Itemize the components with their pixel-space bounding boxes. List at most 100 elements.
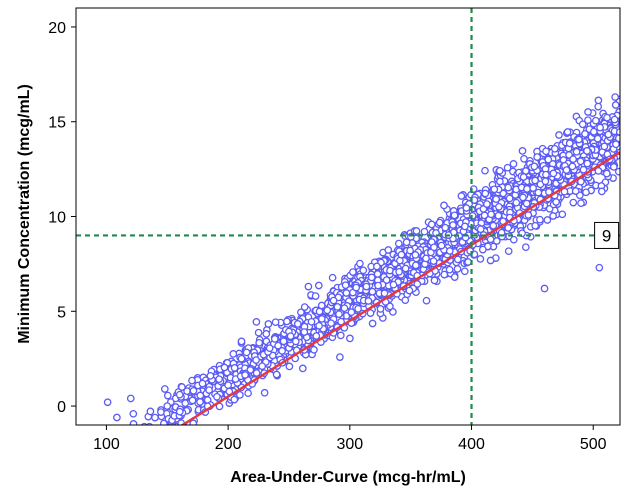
data-point — [453, 265, 462, 273]
data-point — [283, 317, 291, 326]
data-point — [129, 420, 138, 425]
data-point — [143, 432, 149, 438]
data-point — [272, 370, 281, 379]
data-point — [196, 391, 205, 400]
data-point — [555, 131, 563, 139]
data-point — [531, 221, 540, 230]
data-point — [368, 287, 377, 296]
x-tick-label-3: 400 — [458, 436, 485, 453]
data-point — [133, 442, 139, 448]
data-point — [134, 437, 140, 443]
data-point — [401, 264, 410, 273]
data-point — [545, 188, 553, 196]
data-point — [327, 319, 335, 328]
data-point — [163, 402, 172, 410]
data-point — [237, 354, 246, 363]
data-point — [126, 442, 132, 448]
data-point — [413, 280, 422, 288]
data-point — [565, 139, 574, 148]
data-point — [183, 443, 189, 449]
data-point — [576, 157, 585, 166]
data-point — [568, 162, 577, 171]
data-point — [575, 135, 583, 144]
data-point — [244, 389, 252, 398]
data-point — [300, 303, 309, 311]
data-point — [173, 436, 179, 442]
data-point — [562, 166, 571, 174]
data-point — [406, 246, 414, 255]
data-point — [461, 222, 469, 231]
data-point — [509, 160, 518, 168]
outlier-point-0 — [103, 398, 112, 407]
data-point — [366, 309, 375, 317]
data-point — [317, 301, 326, 310]
data-point — [146, 422, 153, 425]
data-point — [120, 462, 126, 468]
data-point — [124, 440, 130, 446]
data-point — [445, 265, 454, 274]
data-point — [160, 429, 166, 435]
data-point — [594, 96, 603, 105]
data-point — [523, 185, 531, 193]
data-point — [189, 419, 198, 425]
data-point — [163, 391, 172, 400]
y-axis-title: Minimum Concentration (mcg/mL) — [16, 84, 33, 344]
data-point — [300, 328, 309, 336]
data-point — [136, 437, 142, 443]
data-point — [175, 390, 184, 399]
outlier-point-6 — [611, 93, 619, 101]
data-point — [430, 276, 439, 285]
data-point — [125, 427, 131, 433]
data-point — [131, 450, 137, 456]
data-point — [597, 187, 606, 196]
data-point — [483, 200, 491, 208]
data-point — [129, 409, 138, 418]
data-point — [583, 159, 592, 168]
data-point — [374, 281, 382, 290]
data-point — [440, 270, 449, 279]
data-point — [610, 115, 619, 124]
data-point — [560, 187, 569, 196]
outlier-point-5 — [595, 263, 604, 272]
data-point — [352, 283, 361, 292]
data-point — [349, 268, 357, 276]
data-point — [412, 227, 421, 235]
data-point — [492, 195, 500, 204]
x-tick-label-4: 500 — [580, 436, 607, 453]
data-point — [156, 429, 162, 435]
data-point — [550, 144, 559, 153]
data-point — [577, 199, 585, 208]
data-point — [198, 379, 207, 388]
regression-line — [180, 151, 620, 425]
data-point — [422, 254, 430, 263]
data-point — [255, 338, 264, 347]
data-point — [252, 356, 260, 364]
data-point — [490, 185, 499, 194]
data-point — [347, 308, 356, 317]
data-point — [311, 292, 320, 300]
data-point — [220, 363, 229, 372]
data-point — [258, 362, 267, 371]
data-point — [373, 262, 381, 271]
data-point — [397, 250, 406, 259]
data-point — [604, 130, 613, 139]
outlier-point-2 — [160, 385, 169, 393]
data-point — [504, 224, 513, 232]
data-point — [270, 335, 279, 343]
data-point — [529, 184, 537, 192]
data-point — [549, 169, 558, 178]
data-point — [175, 407, 184, 416]
data-point — [441, 223, 450, 232]
data-point — [596, 123, 604, 132]
data-point — [440, 201, 448, 210]
data-point — [405, 286, 414, 295]
data-point — [422, 296, 431, 305]
data-point — [132, 441, 138, 447]
data-points — [103, 93, 620, 468]
data-point — [329, 296, 338, 305]
data-point — [142, 427, 148, 433]
data-point — [230, 395, 239, 404]
y-tick-label-1: 5 — [57, 304, 66, 321]
data-point — [478, 245, 487, 254]
outlier-point-4 — [540, 284, 549, 293]
